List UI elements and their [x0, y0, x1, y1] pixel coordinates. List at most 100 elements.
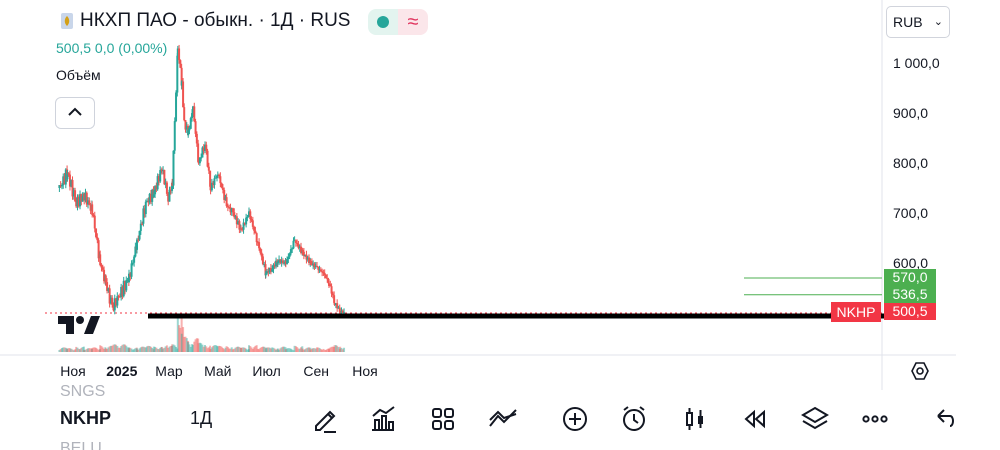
alert-icon[interactable]: [619, 404, 649, 434]
candle-body: [289, 249, 292, 254]
candle-body: [278, 259, 281, 262]
volume-bar: [133, 349, 136, 352]
volume-bar: [82, 346, 85, 352]
more-icon[interactable]: [860, 404, 890, 434]
candle-body: [189, 118, 192, 129]
candle-body: [96, 237, 99, 241]
candle-body: [219, 176, 222, 184]
volume-bar: [139, 347, 142, 352]
candle-body: [89, 204, 92, 211]
candle-body: [220, 183, 223, 188]
currency-select[interactable]: RUB ⌄: [886, 6, 950, 38]
volume-bar: [255, 345, 258, 352]
market-status-pill[interactable]: ≈: [368, 9, 428, 35]
volume-bar: [62, 347, 65, 352]
candle-body: [292, 240, 295, 249]
candle-body: [74, 190, 77, 202]
volume-bar: [259, 347, 262, 352]
volume-bar: [111, 345, 114, 352]
volume-bar: [212, 345, 215, 352]
candle-body: [296, 242, 299, 244]
volume-bar: [184, 336, 187, 352]
volume-bar: [100, 346, 103, 352]
candle-body: [297, 243, 300, 248]
volume-bar: [70, 348, 73, 352]
candle-body: [204, 144, 206, 151]
volume-bar: [216, 345, 218, 352]
price-axis-tick: 800,0: [893, 155, 928, 171]
volume-bar: [120, 346, 123, 352]
candle-body: [197, 143, 200, 162]
volume-bar: [333, 346, 336, 352]
volume-bar: [173, 345, 176, 352]
interval-button[interactable]: 1Д: [190, 408, 213, 428]
volume-bar: [291, 349, 294, 352]
volume-bar: [245, 348, 248, 352]
symbol-title-text: НКХП ПАО - обыкн. · 1Д · RUS: [80, 10, 351, 31]
undo-icon[interactable]: [930, 404, 960, 434]
candle-body: [95, 228, 98, 238]
volume-bar: [81, 347, 84, 352]
candle-body: [326, 278, 329, 280]
candle-body: [327, 278, 330, 284]
volume-bar: [340, 347, 343, 352]
candle-body: [188, 128, 191, 131]
candle-body: [121, 286, 124, 297]
symbol-prev[interactable]: SNGS: [60, 383, 106, 400]
candle-body: [149, 193, 152, 202]
volume-bar: [205, 346, 208, 352]
candle-body: [235, 216, 238, 225]
volume-bar: [141, 346, 144, 352]
candle-body: [201, 147, 204, 158]
volume-bar: [66, 348, 69, 352]
layouts-icon[interactable]: [428, 404, 458, 434]
volume-bar: [289, 348, 292, 352]
axis-settings-icon[interactable]: [910, 361, 930, 381]
candle-body: [209, 186, 212, 191]
volume-bar: [329, 347, 332, 352]
volume-bar: [155, 347, 158, 352]
add-icon[interactable]: [560, 404, 590, 434]
volume-bar: [246, 349, 249, 352]
volume-bar: [121, 344, 124, 352]
volume-bar: [152, 349, 155, 352]
candle-body: [214, 177, 217, 179]
indicators-icon[interactable]: [368, 404, 398, 434]
time-axis-tick: Мар: [155, 363, 183, 379]
volume-label: Объём: [56, 67, 101, 83]
candle-body: [117, 296, 120, 298]
volume-bar: [136, 348, 138, 352]
candle-body: [225, 197, 228, 207]
candle-body: [329, 284, 332, 287]
compare-icon[interactable]: [488, 404, 518, 434]
candle-body: [134, 246, 137, 257]
candle-body: [276, 261, 279, 264]
volume-bar: [92, 347, 95, 352]
candle-body: [159, 170, 162, 182]
symbol-current[interactable]: NKHP: [60, 408, 112, 428]
price-chart[interactable]: 1 000,0 900,0 800,0 700,0 600,0 Ноя 2025 Мар Ма…: [0, 0, 1000, 390]
candle-body: [324, 274, 327, 279]
symbol-next[interactable]: BELU: [60, 440, 102, 450]
volume-bar: [179, 327, 182, 352]
volume-bar: [301, 348, 304, 352]
volume-bar: [137, 349, 140, 352]
replay-icon[interactable]: [740, 404, 770, 434]
volume-bar: [80, 347, 83, 352]
collapse-legend-button[interactable]: [55, 97, 95, 129]
wave-icon: ≈: [398, 9, 428, 35]
candle-body: [229, 207, 232, 213]
volume-bar: [298, 348, 301, 352]
candle-body: [279, 259, 282, 263]
candle-body: [264, 273, 267, 276]
volume-bar: [147, 345, 150, 352]
volume-bar: [258, 349, 261, 352]
layers-icon[interactable]: [800, 404, 830, 434]
volume-bar: [118, 347, 121, 352]
symbol-title[interactable]: НКХП ПАО - обыкн. · 1Д · RUS: [60, 10, 350, 32]
candle-body: [152, 194, 155, 198]
candle-body: [284, 261, 287, 264]
chart-type-icon[interactable]: [680, 404, 710, 434]
candle-body: [304, 254, 307, 256]
draw-icon[interactable]: [310, 404, 340, 434]
